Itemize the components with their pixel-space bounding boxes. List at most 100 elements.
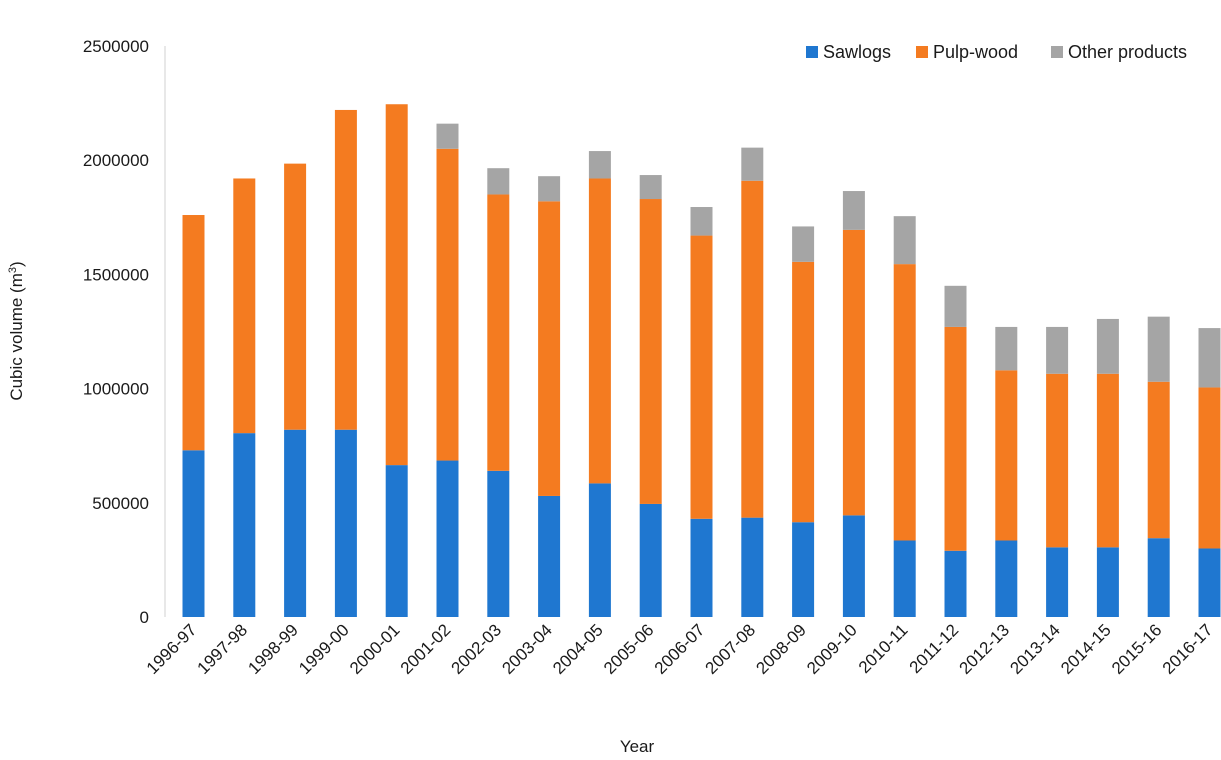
bar-segment-other-products [588,151,611,179]
x-tick-label: 2000-01 [346,620,404,678]
bar-segment-pulp-wood [893,264,916,541]
legend-swatch [916,46,928,58]
bar-segment-other-products [538,176,561,202]
x-tick-label: 2001-02 [397,620,455,678]
x-tick-label: 2003-04 [498,620,556,678]
bar-segment-other-products [842,191,865,230]
x-tick-label: 2015-16 [1108,620,1166,678]
x-tick-label: 1998-99 [244,620,302,678]
bar-segment-other-products [487,168,510,195]
bar-segment-pulp-wood [1147,381,1170,539]
bar-segment-other-products [995,326,1018,371]
bar-segment-sawlogs [741,517,764,617]
legend-label: Pulp-wood [933,42,1018,62]
bars-group [182,104,1221,617]
bar-segment-pulp-wood [944,326,967,551]
y-axis-ticks: 0 500000 1000000 1500000 2000000 2500000 [83,37,149,627]
bar-segment-other-products [1147,316,1170,382]
x-axis-title: Year [620,737,655,756]
bar-segment-pulp-wood [182,215,205,451]
bar-segment-sawlogs [792,522,815,617]
legend-label: Other products [1068,42,1187,62]
x-tick-label: 2004-05 [549,620,607,678]
bar-segment-sawlogs [385,465,408,617]
bar-segment-pulp-wood [1046,373,1069,548]
bar-segment-pulp-wood [385,104,408,466]
x-tick-label: 2008-09 [752,620,810,678]
bar-segment-sawlogs [893,540,916,617]
legend: Sawlogs Pulp-wood Other products [806,42,1187,62]
y-axis-title: Cubic volume (m3) [7,261,26,400]
x-tick-label: 2006-07 [651,620,709,678]
x-tick-label: 1997-98 [194,620,252,678]
bar-segment-sawlogs [944,550,967,617]
bar-segment-pulp-wood [538,201,561,496]
x-tick-label: 1999-00 [295,620,353,678]
bar-segment-pulp-wood [792,261,815,523]
y-tick-label: 2000000 [83,151,149,170]
y-tick-label: 1000000 [83,380,149,399]
bar-segment-sawlogs [639,503,662,617]
bar-segment-pulp-wood [233,178,256,434]
bar-segment-other-products [893,216,916,265]
bar-segment-other-products [690,207,713,236]
x-tick-label: 2014-15 [1057,620,1115,678]
bar-segment-pulp-wood [487,194,510,471]
x-tick-label: 2010-11 [855,620,912,677]
bar-segment-other-products [1198,328,1221,388]
bar-segment-sawlogs [436,460,459,617]
bar-segment-sawlogs [538,495,561,617]
legend-swatch [1051,46,1063,58]
y-axis-title-end: ) [7,261,26,267]
bar-segment-sawlogs [284,429,307,617]
bar-segment-other-products [944,285,967,327]
bar-segment-sawlogs [995,540,1018,617]
x-tick-label: 2009-10 [803,620,861,678]
y-tick-label: 2500000 [83,37,149,56]
x-tick-label: 1996-97 [143,620,201,678]
bar-segment-other-products [792,226,815,262]
bar-segment-other-products [741,147,764,181]
bar-segment-other-products [1046,326,1069,374]
y-axis-title-superscript: 3 [7,267,19,273]
bar-segment-sawlogs [1198,548,1221,617]
x-tick-label: 2011-12 [906,620,963,677]
x-tick-label: 2013-14 [1006,620,1064,678]
bar-segment-pulp-wood [588,178,611,484]
x-tick-label: 2012-13 [956,620,1014,678]
y-tick-label: 1500000 [83,265,149,284]
bar-segment-pulp-wood [334,109,357,430]
bar-segment-sawlogs [182,450,205,617]
bar-segment-pulp-wood [741,180,764,518]
bar-segment-other-products [639,175,662,200]
bar-segment-sawlogs [1096,547,1119,617]
y-tick-label: 500000 [92,494,149,513]
bar-segment-pulp-wood [639,199,662,504]
bar-segment-sawlogs [588,483,611,617]
bar-segment-pulp-wood [995,370,1018,541]
legend-swatch [806,46,818,58]
y-tick-label: 0 [140,608,149,627]
bar-segment-sawlogs [334,429,357,617]
legend-label: Sawlogs [823,42,891,62]
y-axis-title-main: Cubic volume (m [7,273,26,401]
x-tick-label: 2016-17 [1159,620,1217,678]
bar-segment-sawlogs [690,518,713,617]
bar-segment-sawlogs [487,470,510,617]
x-tick-label: 2002-03 [448,620,506,678]
bar-segment-sawlogs [1147,538,1170,617]
x-tick-label: 2005-06 [600,620,658,678]
bar-segment-sawlogs [1046,547,1069,617]
x-axis-ticks: 1996-971997-981998-991999-002000-012001-… [143,620,1217,678]
bar-segment-pulp-wood [1096,373,1119,548]
bar-segment-sawlogs [233,433,256,617]
x-tick-label: 2007-08 [702,620,760,678]
bar-segment-other-products [436,123,459,149]
bar-segment-pulp-wood [436,148,459,461]
bar-segment-pulp-wood [842,229,865,516]
bar-segment-pulp-wood [1198,387,1221,549]
bar-segment-pulp-wood [690,235,713,519]
bar-segment-pulp-wood [284,163,307,430]
bar-segment-other-products [1096,318,1119,374]
